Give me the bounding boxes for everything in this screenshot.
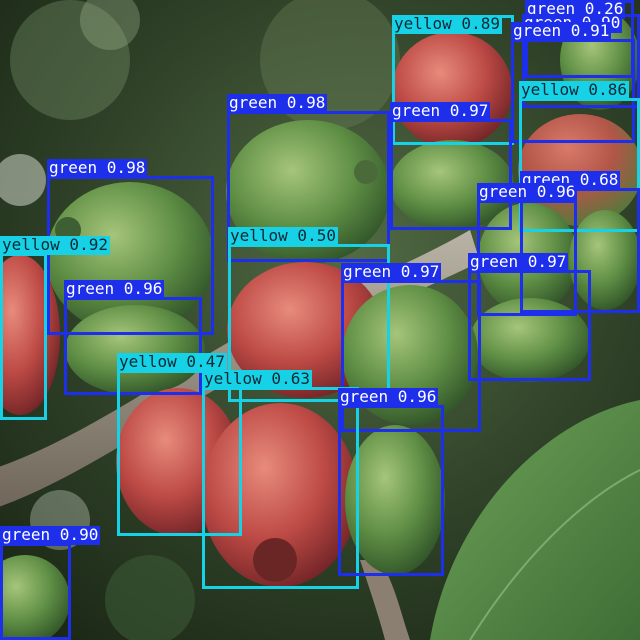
detection-label-yellow: yellow 0.86: [519, 80, 629, 100]
detection-label-yellow: yellow 0.63: [202, 369, 312, 389]
detection-box-green: [338, 405, 444, 576]
detection-label-green: green 0.97: [468, 252, 569, 272]
detection-label-yellow: yellow 0.89: [392, 14, 502, 34]
detection-box-yellow: [0, 253, 47, 420]
detection-label-yellow: yellow 0.47: [117, 352, 227, 372]
detection-label-green: green 0.96: [64, 279, 165, 299]
detection-label-green: green 0.98: [47, 158, 148, 178]
detection-label-yellow: yellow 0.50: [228, 226, 338, 246]
detection-label-green: green 0.91: [511, 21, 612, 41]
detection-label-green: green 0.96: [338, 387, 439, 407]
detection-label-green: green 0.97: [390, 101, 491, 121]
detection-label-green: green 0.98: [227, 93, 328, 113]
detection-box-green: [468, 270, 591, 381]
detection-box-green: [0, 543, 71, 640]
detection-label-green: green 0.96: [477, 182, 578, 202]
detection-box-yellow: [202, 387, 359, 589]
detection-label-green: green 0.97: [341, 262, 442, 282]
detection-label-yellow: yellow 0.92: [0, 235, 110, 255]
detection-label-green: green 0.90: [0, 525, 101, 545]
